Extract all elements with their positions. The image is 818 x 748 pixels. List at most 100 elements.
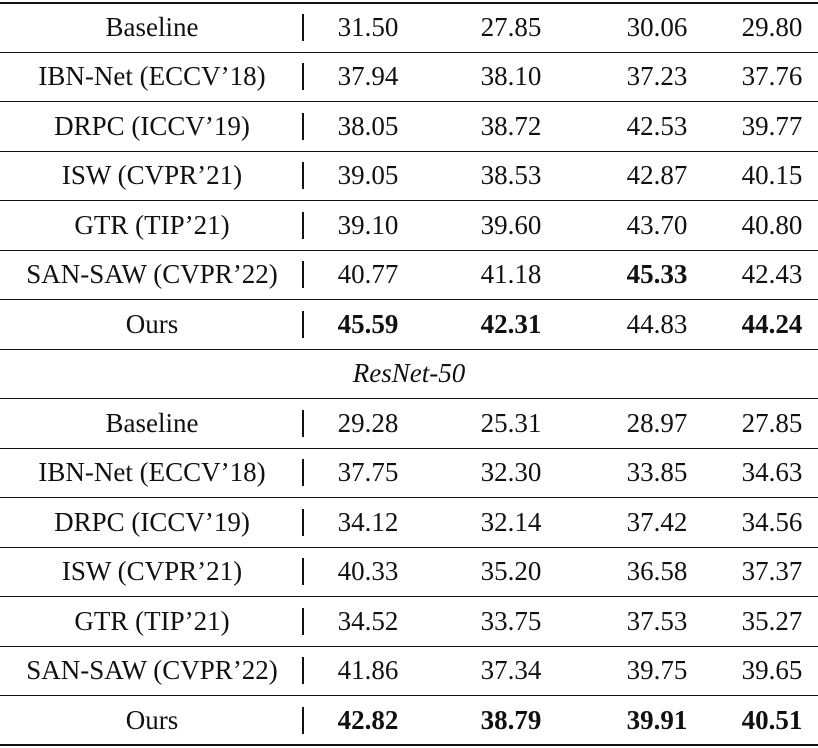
column-separator bbox=[302, 14, 304, 41]
column-separator bbox=[302, 409, 304, 437]
column-separator bbox=[302, 508, 304, 536]
score: 28.97 bbox=[626, 407, 688, 438]
method-name: IBN-Net (ECCV’18) bbox=[38, 457, 266, 488]
score: 29.80 bbox=[741, 12, 803, 42]
score: 27.85 bbox=[741, 407, 803, 438]
score: 45.59 bbox=[337, 308, 399, 339]
score: 37.34 bbox=[480, 655, 542, 686]
score: 34.56 bbox=[741, 506, 803, 537]
row-rule bbox=[0, 299, 818, 301]
score: 42.87 bbox=[626, 160, 688, 191]
score: 37.23 bbox=[626, 61, 688, 92]
score: 43.70 bbox=[626, 209, 688, 240]
score: 40.77 bbox=[337, 259, 399, 290]
score: 37.42 bbox=[626, 506, 688, 537]
score: 35.20 bbox=[480, 556, 542, 587]
score: 39.91 bbox=[626, 704, 688, 735]
row-rule bbox=[0, 645, 818, 647]
score: 38.79 bbox=[480, 704, 542, 735]
score: 34.63 bbox=[741, 457, 803, 488]
column-separator bbox=[302, 558, 304, 586]
row-rule bbox=[0, 150, 818, 152]
score: 40.15 bbox=[741, 160, 803, 191]
score: 25.31 bbox=[480, 407, 542, 438]
score: 32.14 bbox=[480, 506, 542, 537]
method-name: SAN-SAW (CVPR’22) bbox=[26, 655, 278, 686]
row-rule bbox=[0, 101, 818, 103]
score: 39.10 bbox=[337, 209, 399, 240]
method-name: GTR (TIP’21) bbox=[74, 209, 230, 240]
column-separator bbox=[302, 63, 304, 91]
bottom-rule bbox=[0, 744, 818, 747]
score: 39.75 bbox=[626, 655, 688, 686]
score: 40.80 bbox=[741, 209, 803, 240]
score: 39.77 bbox=[741, 110, 803, 141]
column-separator bbox=[302, 310, 304, 338]
method-name: Ours bbox=[125, 704, 179, 735]
column-separator bbox=[302, 459, 304, 487]
column-separator bbox=[302, 706, 304, 734]
score: 37.76 bbox=[741, 61, 803, 92]
method-name: Baseline bbox=[105, 407, 199, 438]
row-rule bbox=[0, 200, 818, 202]
row-rule bbox=[0, 447, 818, 449]
method-name: IBN-Net (ECCV’18) bbox=[38, 61, 266, 92]
method-name: DRPC (ICCV’19) bbox=[54, 506, 250, 537]
score: 42.53 bbox=[626, 110, 688, 141]
top-rule bbox=[0, 2, 818, 4]
row-rule bbox=[0, 51, 818, 53]
method-name: ISW (CVPR’21) bbox=[61, 160, 243, 191]
column-separator bbox=[302, 162, 304, 190]
row-rule bbox=[0, 497, 818, 499]
score: 37.37 bbox=[741, 556, 803, 587]
score: 41.86 bbox=[337, 655, 399, 686]
method-name: ISW (CVPR’21) bbox=[61, 556, 243, 587]
column-separator bbox=[302, 261, 304, 289]
score: 37.94 bbox=[337, 61, 399, 92]
row-rule bbox=[0, 546, 818, 548]
score: 39.60 bbox=[480, 209, 542, 240]
score: 40.33 bbox=[337, 556, 399, 587]
score: 41.18 bbox=[480, 259, 542, 290]
score: 36.58 bbox=[626, 556, 688, 587]
score: 45.33 bbox=[626, 259, 688, 290]
row-rule bbox=[0, 348, 818, 350]
row-rule bbox=[0, 596, 818, 598]
column-separator bbox=[302, 112, 304, 140]
score: 37.53 bbox=[626, 605, 688, 636]
score: 34.12 bbox=[337, 506, 399, 537]
score: 31.50 bbox=[337, 12, 399, 42]
score: 35.27 bbox=[741, 605, 803, 636]
method-name: GTR (TIP’21) bbox=[74, 605, 230, 636]
score: 33.75 bbox=[480, 605, 542, 636]
method-name: SAN-SAW (CVPR’22) bbox=[26, 259, 278, 290]
score: 38.10 bbox=[480, 61, 542, 92]
score: 34.52 bbox=[337, 605, 399, 636]
score: 44.24 bbox=[741, 308, 803, 339]
score: 39.05 bbox=[337, 160, 399, 191]
score: 29.28 bbox=[337, 407, 399, 438]
score: 30.06 bbox=[626, 12, 688, 42]
score: 38.05 bbox=[337, 110, 399, 141]
method-name: DRPC (ICCV’19) bbox=[54, 110, 250, 141]
score: 42.43 bbox=[741, 259, 803, 290]
column-separator bbox=[302, 657, 304, 685]
row-rule bbox=[0, 695, 818, 697]
row-rule bbox=[0, 249, 818, 251]
score: 39.65 bbox=[741, 655, 803, 686]
column-separator bbox=[302, 211, 304, 239]
column-separator bbox=[302, 607, 304, 635]
score: 42.82 bbox=[337, 704, 399, 735]
score: 44.83 bbox=[626, 308, 688, 339]
score: 27.85 bbox=[480, 12, 542, 42]
score: 33.85 bbox=[626, 457, 688, 488]
section-title: ResNet-50 bbox=[352, 358, 466, 389]
score: 38.53 bbox=[480, 160, 542, 191]
method-name: Ours bbox=[125, 308, 179, 339]
score: 37.75 bbox=[337, 457, 399, 488]
score: 42.31 bbox=[480, 308, 542, 339]
score: 38.72 bbox=[480, 110, 542, 141]
method-name: Baseline bbox=[105, 12, 199, 42]
score: 40.51 bbox=[741, 704, 803, 735]
